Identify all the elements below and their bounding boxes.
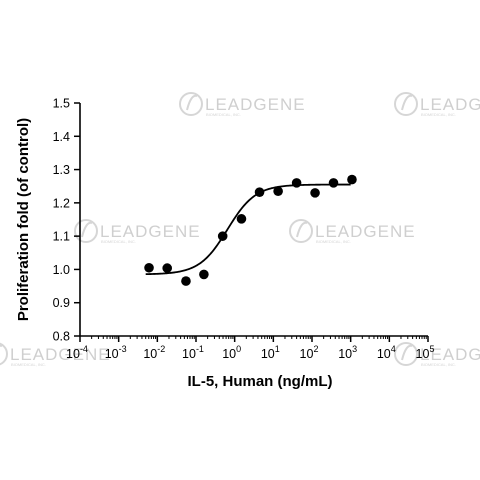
leaf-logo-icon bbox=[394, 342, 418, 366]
data-points bbox=[144, 174, 357, 286]
data-point bbox=[310, 188, 320, 198]
x-tick-label: 105 bbox=[416, 344, 435, 361]
x-tick-label: 102 bbox=[300, 344, 319, 361]
data-point bbox=[162, 263, 173, 273]
axes bbox=[79, 103, 428, 337]
x-axis-title: IL-5, Human (ng/mL) bbox=[188, 373, 333, 390]
leaf-logo-icon bbox=[0, 342, 8, 366]
watermark-tagline: BIOMEDICAL, INC. bbox=[206, 112, 241, 117]
data-point bbox=[347, 174, 357, 185]
leaf-logo-icon bbox=[179, 92, 203, 116]
data-point bbox=[144, 262, 154, 273]
data-point bbox=[217, 231, 228, 241]
data-point bbox=[199, 269, 209, 280]
y-tick-label: 1.2 bbox=[53, 196, 70, 210]
watermark-tagline: BIOMEDICAL, INC. bbox=[421, 112, 456, 117]
leaf-logo-icon bbox=[289, 219, 313, 243]
y-tick-label: 1.0 bbox=[53, 263, 70, 277]
y-tick-label: 1.4 bbox=[53, 130, 70, 144]
y-tick-label: 1.1 bbox=[53, 230, 70, 244]
y-tick-label: 0.8 bbox=[53, 330, 70, 344]
x-tick-label: 10-4 bbox=[66, 344, 88, 361]
y-tick-label: 1.5 bbox=[53, 97, 70, 111]
leaf-logo-icon bbox=[74, 219, 98, 243]
data-point bbox=[291, 178, 302, 188]
watermark-tagline: BIOMEDICAL, INC. bbox=[101, 239, 136, 244]
x-tick-label: 10-2 bbox=[143, 344, 165, 361]
watermark-brand: LEADGENE bbox=[315, 222, 416, 241]
data-point bbox=[273, 186, 283, 197]
x-tick-label: 10-1 bbox=[182, 344, 204, 361]
watermark-tagline: BIOMEDICAL, INC. bbox=[316, 239, 351, 244]
data-point bbox=[328, 178, 339, 188]
x-tick-label: 100 bbox=[222, 344, 241, 361]
watermark-brand: LEADGENE bbox=[420, 345, 480, 364]
watermark-brand: LEADGENE bbox=[205, 95, 306, 114]
watermark-tagline: BIOMEDICAL, INC. bbox=[11, 362, 46, 367]
x-axis-ticks: 10-4 10-3 10-2 10-1 100 101 102 103 104 105 bbox=[66, 336, 434, 361]
y-tick-label: 1.3 bbox=[53, 163, 70, 177]
watermark-brand: LEADGENE bbox=[10, 345, 111, 364]
watermark-tagline: BIOMEDICAL, INC. bbox=[421, 362, 456, 367]
watermark-brand: LEADGENE bbox=[100, 222, 201, 241]
y-tick-label: 0.9 bbox=[53, 296, 70, 310]
watermark-brand: LEADGENE bbox=[420, 95, 480, 114]
y-axis-title: Proliferation fold (of control) bbox=[15, 118, 32, 321]
x-tick-label: 10-3 bbox=[105, 344, 127, 361]
leaf-logo-icon bbox=[394, 92, 418, 116]
x-tick-label: 101 bbox=[261, 344, 280, 361]
fit-curve bbox=[145, 183, 351, 276]
data-point bbox=[181, 276, 191, 286]
x-tick-label: 104 bbox=[377, 344, 396, 361]
x-tick-label: 103 bbox=[338, 344, 357, 361]
data-point bbox=[236, 214, 247, 224]
data-point bbox=[254, 187, 265, 198]
y-axis-ticks: 0.8 0.9 1.0 1.1 1.2 1.3 1.4 1.5 bbox=[53, 97, 80, 344]
